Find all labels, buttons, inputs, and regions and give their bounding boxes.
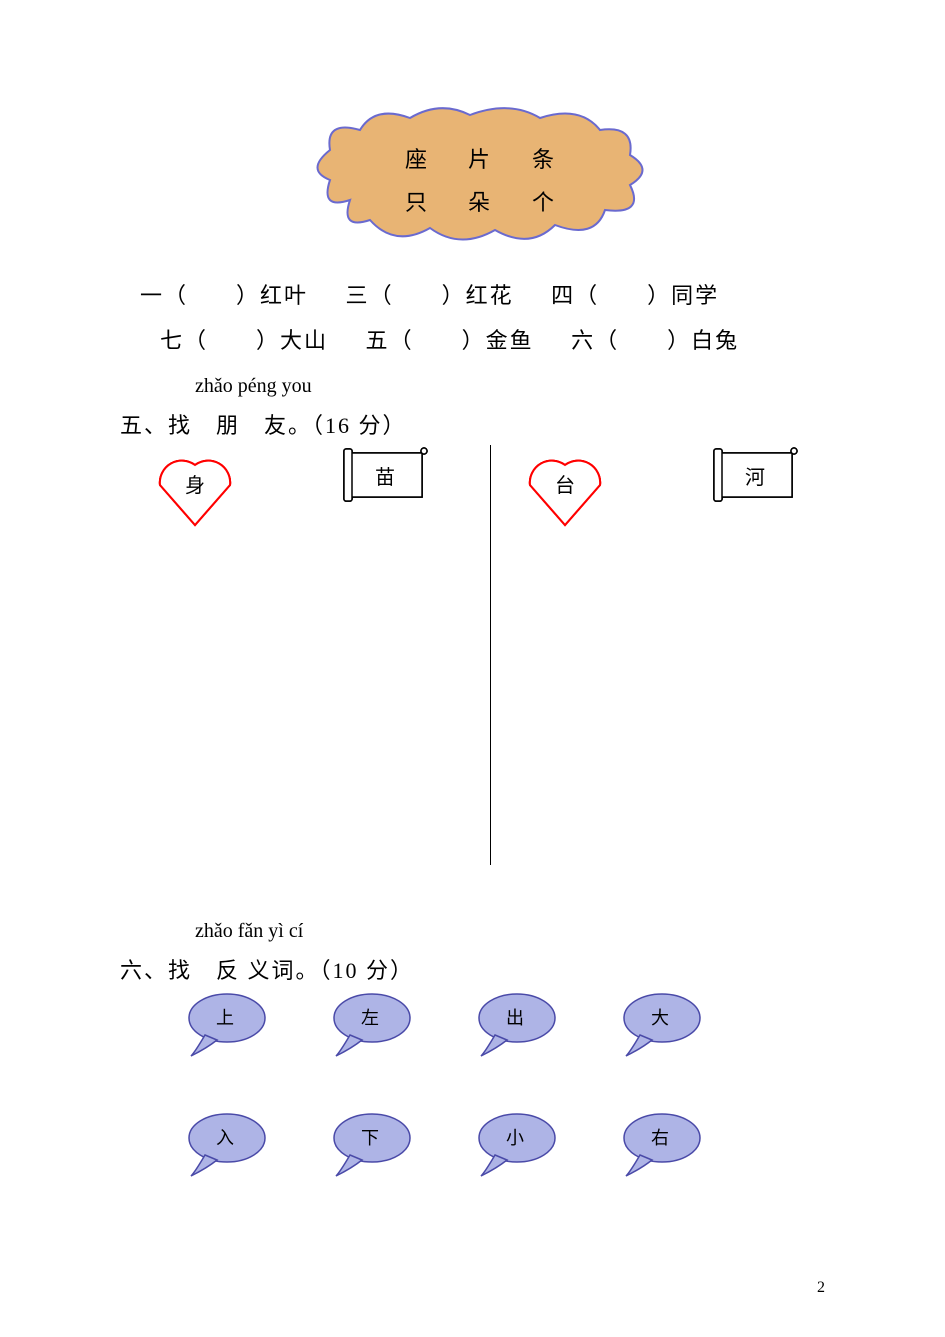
cloud-char: 只: [405, 185, 427, 217]
fill-item: 四（ ）同学: [551, 278, 719, 310]
section5-title: 五、找 朋 友。（16 分）: [120, 408, 407, 440]
heart-shape: 身: [150, 445, 240, 535]
fill-item: 五（ ）金鱼: [366, 323, 534, 355]
speech-bubble: 小: [475, 1110, 565, 1180]
flag-shape: 河: [710, 445, 800, 505]
bubble-label: 入: [185, 1124, 265, 1150]
cloud-char: 片: [468, 142, 490, 174]
cloud-char: 个: [532, 185, 554, 217]
bubble-label: 左: [330, 1004, 410, 1030]
bubble-label: 上: [185, 1004, 265, 1030]
match-area: 沙 禾 电 身 视 发 体 苗: [140, 445, 840, 895]
speech-bubble: 出: [475, 990, 565, 1060]
heart-shape: 台: [520, 445, 610, 535]
fill-item: 一（ ）红叶: [140, 278, 308, 310]
speech-bubble: 入: [185, 1110, 275, 1180]
section5-pinyin: zhǎo péng you: [195, 375, 312, 398]
cloud-svg: [300, 100, 660, 260]
cloud-char: 朵: [468, 185, 490, 217]
cloud-char: 条: [532, 142, 554, 174]
heart-label: 台: [520, 469, 610, 498]
vertical-divider: [490, 445, 491, 865]
heart-label: 身: [150, 469, 240, 498]
fill-item: 六（ ）白兔: [571, 323, 739, 355]
page-number: 2: [817, 1279, 825, 1297]
cloud-shape: 座 片 条 只 朵 个: [300, 100, 660, 260]
cloud-char: 座: [405, 142, 427, 174]
fill-row-1: 一（ ）红叶 三（ ）红花 四（ ）同学: [140, 278, 749, 310]
speech-bubble: 上: [185, 990, 275, 1060]
bubble-label: 小: [475, 1124, 555, 1150]
worksheet-page: 座 片 条 只 朵 个 一（ ）红叶 三（ ）红花 四（ ）同学 七（ ）大山 …: [0, 0, 945, 1337]
speech-bubble: 大: [620, 990, 710, 1060]
flag-shape: 苗: [340, 445, 430, 505]
section6-pinyin: zhǎo fǎn yì cí: [195, 920, 303, 943]
flag-label: 苗: [340, 461, 430, 490]
section6-title: 六、找 反 义词。（10 分）: [120, 953, 414, 985]
speech-bubble: 下: [330, 1110, 420, 1180]
flag-label: 河: [710, 461, 800, 490]
fill-item: 七（ ）大山: [160, 323, 328, 355]
fill-item: 三（ ）红花: [346, 278, 514, 310]
bubble-label: 大: [620, 1004, 700, 1030]
speech-bubble: 右: [620, 1110, 710, 1180]
bubble-label: 右: [620, 1124, 700, 1150]
bubble-label: 下: [330, 1124, 410, 1150]
bubble-label: 出: [475, 1004, 555, 1030]
speech-bubble: 左: [330, 990, 420, 1060]
fill-row-2: 七（ ）大山 五（ ）金鱼 六（ ）白兔: [160, 323, 769, 355]
